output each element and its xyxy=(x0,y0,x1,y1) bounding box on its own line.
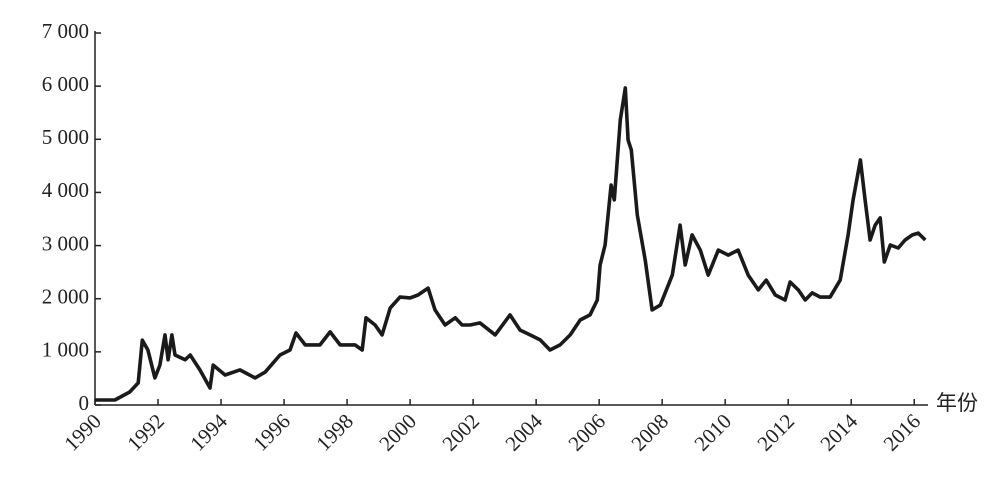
x-tick-label: 2000 xyxy=(374,409,421,456)
x-tick-label: 1992 xyxy=(122,409,169,456)
x-tick-label: 2004 xyxy=(500,409,547,456)
x-tick-label: 2006 xyxy=(563,409,610,456)
x-tick-label: 1998 xyxy=(311,409,358,456)
x-tick-label: 2014 xyxy=(815,409,862,456)
x-tick-label: 2010 xyxy=(689,409,736,456)
y-tick-label: 4 000 xyxy=(42,178,89,202)
x-tick-label: 2016 xyxy=(879,409,926,456)
y-tick-label: 2 000 xyxy=(42,285,89,309)
x-tick-label: 2012 xyxy=(752,409,799,456)
x-tick-label: 2002 xyxy=(437,409,484,456)
x-tick-label: 2008 xyxy=(626,409,673,456)
y-tick-label: 0 xyxy=(79,391,90,415)
y-tick-label: 1 000 xyxy=(42,338,89,362)
y-tick-label: 7 000 xyxy=(42,19,89,43)
line-series xyxy=(95,86,927,402)
x-tick-label: 1994 xyxy=(185,409,232,456)
x-axis-label: 年份 xyxy=(936,391,978,415)
x-tick-label: 1996 xyxy=(248,409,295,456)
y-tick-label: 5 000 xyxy=(42,125,89,149)
x-tick-label: 1990 xyxy=(59,409,106,456)
y-tick-label: 3 000 xyxy=(42,231,89,255)
y-tick-label: 6 000 xyxy=(42,72,89,96)
